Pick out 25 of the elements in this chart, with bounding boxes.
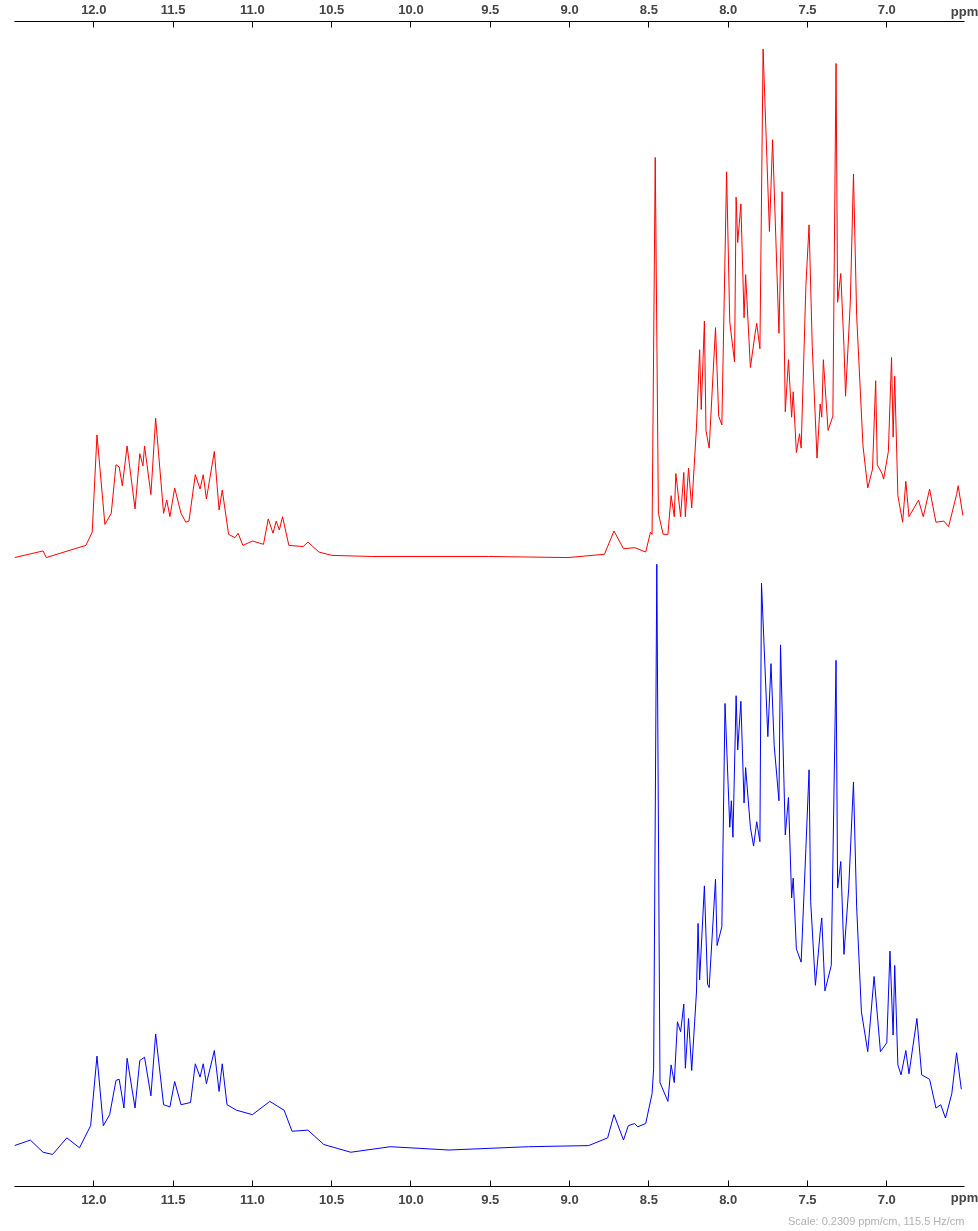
x-tick-label: 7.0 [877,1,896,17]
x-tick-label: 9.0 [560,1,579,17]
x-axis-title: ppm [950,1189,978,1205]
x-tick-label: 8.0 [719,1,738,17]
x2-tick-label: 11.5 [160,1191,186,1207]
x-tick-label: 10.5 [319,1,345,17]
x2-tick-label: 7.5 [798,1191,817,1207]
x-tick-label: 10.0 [398,1,424,17]
x-tick-label: 12.0 [81,1,107,17]
x-tick-label: 7.5 [798,1,817,17]
x2-tick-label: 10.5 [319,1191,345,1207]
x2-axis-title: ppm [950,3,978,19]
x2-tick-label: 8.5 [639,1191,658,1207]
x-tick-label: 11.0 [240,1,265,17]
x2-tick-label: 11.0 [240,1191,265,1207]
text: Scale: 0.2309 ppm/cm, 115.5 Hz/cm [788,1214,965,1227]
x-tick-label: 9.5 [481,1,500,17]
x-tick-label: 8.5 [639,1,658,17]
x2-tick-label: 8.0 [719,1191,738,1207]
x2-tick-label: 9.0 [560,1191,579,1207]
x2-tick-label: 12.0 [81,1191,107,1207]
x2-tick-label: 9.5 [481,1191,500,1207]
x-tick-label: 11.5 [160,1,186,17]
x2-tick-label: 7.0 [877,1191,896,1207]
x2-tick-label: 10.0 [398,1191,424,1207]
